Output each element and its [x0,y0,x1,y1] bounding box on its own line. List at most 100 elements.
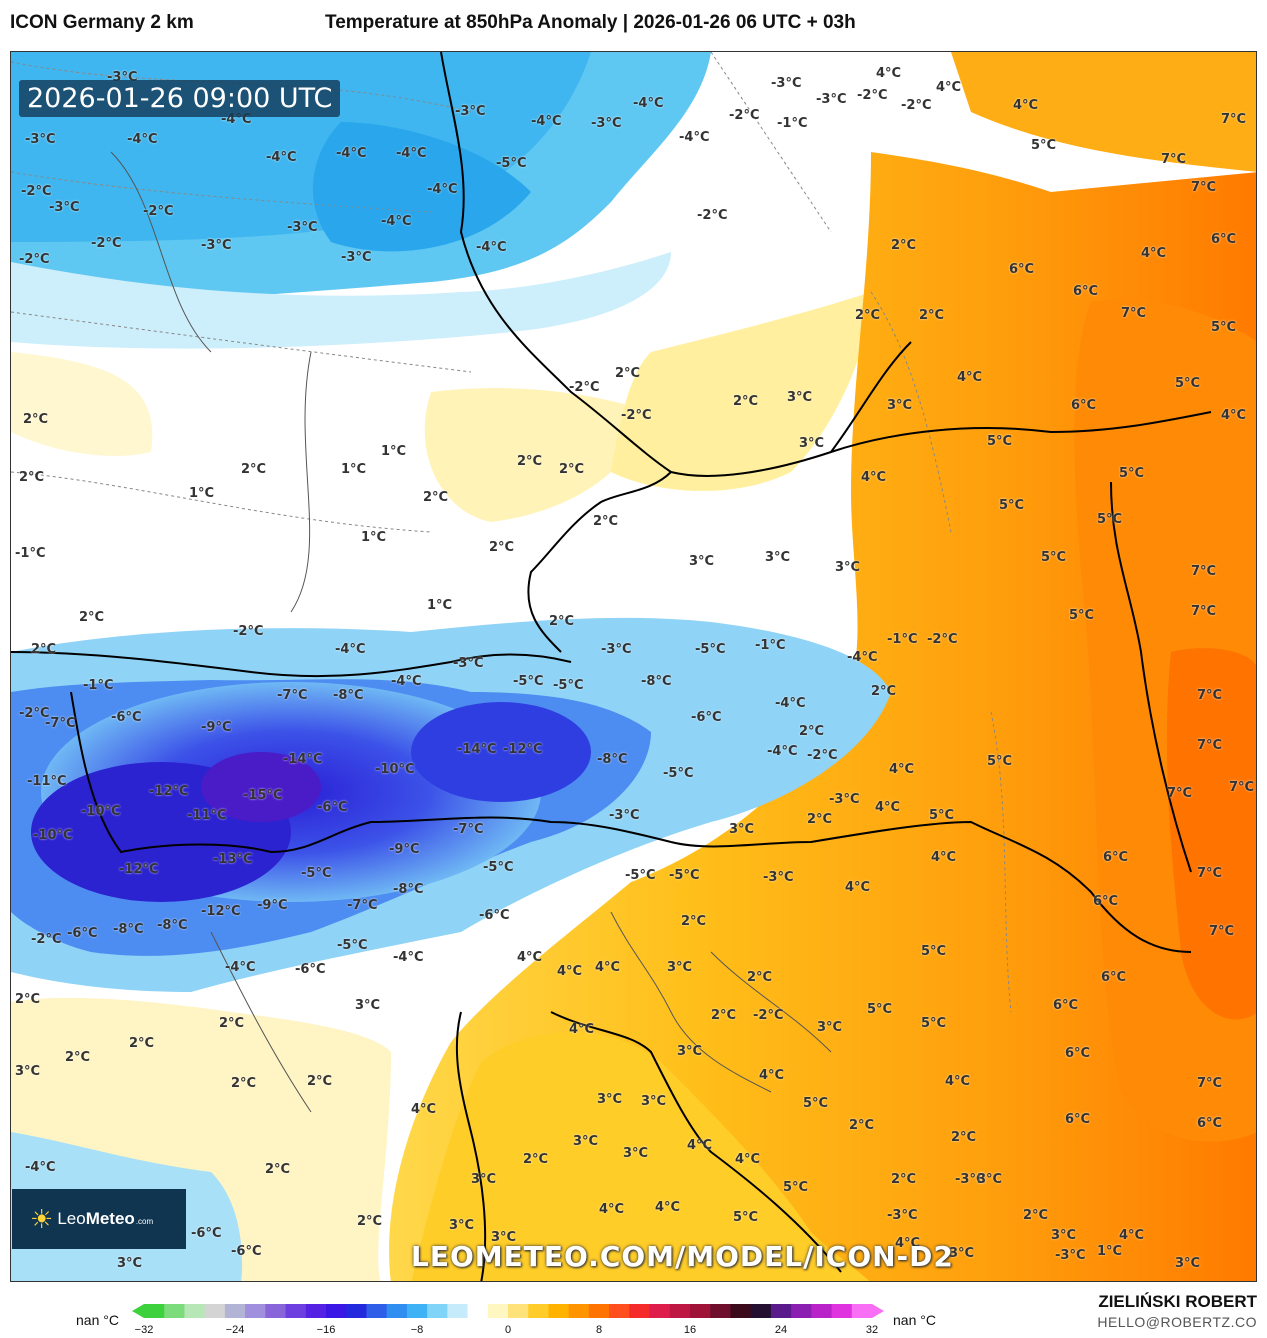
temperature-label: -5°C [301,866,332,881]
temperature-label: 3°C [667,960,693,975]
temperature-label: 5°C [1041,550,1067,565]
temperature-label: 3°C [835,560,861,575]
temperature-label: 7°C [1191,564,1217,579]
temperature-label: 4°C [861,470,887,485]
temperature-label: 4°C [876,66,902,81]
temperature-label: 3°C [1175,1256,1201,1271]
colorbar-tick-label: −24 [225,1324,245,1336]
temperature-label: 6°C [1071,398,1097,413]
temperature-label: -6°C [111,710,142,725]
temperature-label: 7°C [1191,180,1217,195]
temperature-label: 6°C [1073,284,1099,299]
temperature-label: 3°C [787,390,813,405]
colorbar-swatch [346,1304,367,1318]
temperature-label: -6°C [691,710,722,725]
temperature-label: 2°C [855,308,881,323]
temperature-label: 4°C [411,1102,437,1117]
temperature-label: 2°C [523,1152,549,1167]
temperature-label: -8°C [333,688,364,703]
temperature-label: -4°C [225,960,256,975]
temperature-label: -6°C [295,962,326,977]
temperature-label: -7°C [277,688,308,703]
colorbar-left-label: nan °C [76,1312,119,1328]
temperature-label: 4°C [1141,246,1167,261]
valid-time-badge: 2026-01-26 09:00 UTC [19,80,341,117]
temperature-label: 2°C [711,1008,737,1023]
temperature-label: 2°C [307,1074,333,1089]
temperature-label: -2°C [729,108,760,123]
temperature-label: -2°C [569,380,600,395]
colorbar-tick-label: 24 [774,1324,788,1336]
temperature-label: -3°C [25,132,56,147]
temperature-label: 3°C [949,1246,975,1261]
temperature-label: -1°C [15,546,46,561]
colorbar-right-label: nan °C [893,1312,936,1328]
temperature-label: 4°C [957,370,983,385]
temperature-label: -5°C [663,766,694,781]
temperature-label: -4°C [266,150,297,165]
colorbar-swatch [184,1304,206,1318]
author-name: ZIELIŃSKI ROBERT [1098,1292,1257,1311]
temperature-label: 5°C [1175,376,1201,391]
temperature-label: 3°C [449,1218,475,1233]
temperature-label: -3°C [887,1208,918,1223]
colorbar-max-arrow [872,1304,884,1318]
temperature-label: 3°C [729,822,755,837]
colorbar-swatch [467,1304,489,1318]
temperature-label: 2°C [79,610,105,625]
temperature-label: 3°C [641,1094,667,1109]
temperature-label: -12°C [119,862,159,877]
temperature-label: -7°C [453,822,484,837]
author-email[interactable]: HELLO@ROBERTZ.CO [1097,1314,1257,1330]
temperature-label: 6°C [1053,998,1079,1013]
temperature-label: 7°C [1121,306,1147,321]
temperature-label: 4°C [1221,408,1247,423]
temperature-label: -4°C [127,132,158,147]
temperature-label: 1°C [427,598,453,613]
temperature-label: 3°C [799,436,825,451]
temperature-label: -2°C [901,98,932,113]
colorbar-tick-label: 32 [865,1324,879,1336]
temperature-label: -5°C [669,868,700,883]
colorbar-swatch [690,1304,711,1318]
temperature-label: 1°C [341,462,367,477]
colorbar-swatch [710,1304,731,1318]
temperature-label: 5°C [733,1210,759,1225]
colorbar-swatch [447,1304,469,1318]
temperature-label: -1°C [887,632,918,647]
temperature-label: 3°C [117,1256,143,1271]
temperature-label: 5°C [1031,138,1057,153]
temperature-label: 4°C [735,1152,761,1167]
temperature-label: 2°C [559,462,585,477]
temperature-label: 3°C [977,1172,1003,1187]
temperature-label: 6°C [1103,850,1129,865]
colorbar-swatch [326,1304,347,1318]
leometeo-logo[interactable]: ☀ Leo Meteo .com [12,1189,186,1249]
temperature-label: -10°C [375,762,415,777]
colorbar-tick-label: 8 [595,1324,603,1336]
temperature-label: -3°C [601,642,632,657]
colorbar-swatch [366,1304,388,1318]
temperature-label: 3°C [491,1230,517,1245]
temperature-label: 5°C [1097,512,1123,527]
temperature-label: 3°C [15,1064,41,1079]
temperature-label: -3°C [453,656,484,671]
sun-icon: ☀ [30,1203,54,1234]
temperature-label: 3°C [677,1044,703,1059]
temperature-label: 2°C [423,490,449,505]
temperature-label: -2°C [621,408,652,423]
temperature-label: -2°C [91,236,122,251]
temperature-label: -8°C [597,752,628,767]
temperature-label: 3°C [623,1146,649,1161]
colorbar-swatch [386,1304,408,1318]
temperature-label: 7°C [1221,112,1247,127]
temperature-label: 3°C [1051,1228,1077,1243]
temperature-anomaly-map[interactable]: -3°C -3°C -4°C -4°C -4°C -4°C -4°C -3°C -4°C -4°C… [10,51,1257,1282]
temperature-label: 5°C [921,1016,947,1031]
temperature-label: -2°C [19,706,50,721]
colorbar-swatch [770,1304,792,1318]
colorbar-swatch [669,1304,691,1318]
temperature-label: -3°C [591,116,622,131]
temperature-label: -3°C [763,870,794,885]
temperature-label: 7°C [1161,152,1187,167]
